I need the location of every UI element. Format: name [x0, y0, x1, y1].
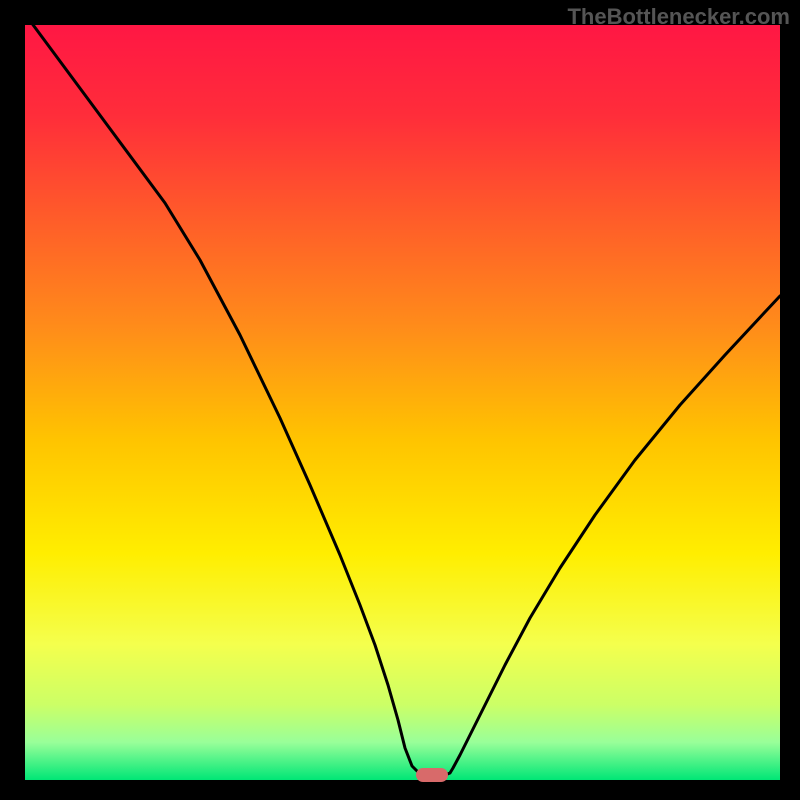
- chart-container: TheBottlenecker.com: [0, 0, 800, 800]
- watermark-text: TheBottlenecker.com: [567, 4, 790, 30]
- optimal-marker: [416, 768, 448, 782]
- plot-background: [25, 25, 780, 780]
- bottleneck-chart: [0, 0, 800, 800]
